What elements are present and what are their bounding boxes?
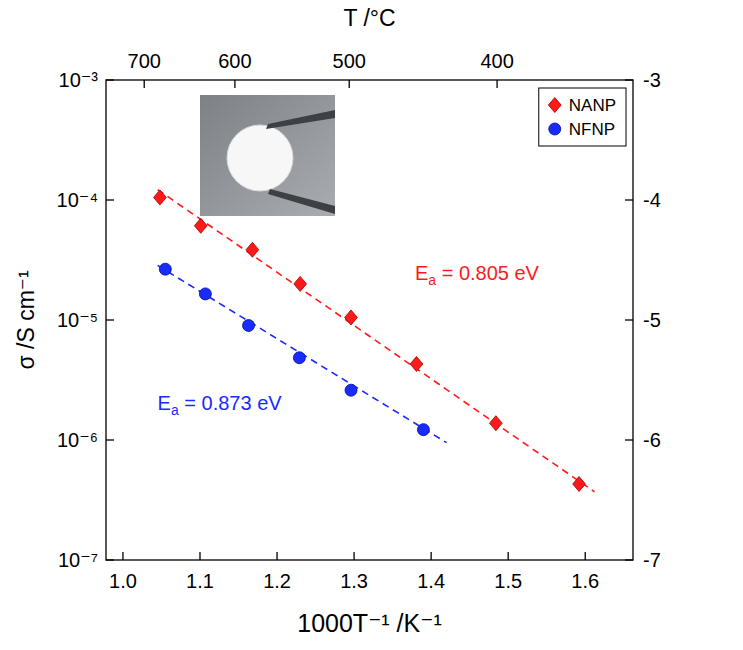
- y-tick-label: 10⁻⁴: [57, 189, 98, 211]
- x2-tick-label: 400: [480, 50, 513, 72]
- legend-marker: [548, 98, 561, 113]
- y2-tick: [625, 199, 633, 200]
- y2-tick-label: -4: [643, 189, 661, 211]
- data-point: [489, 416, 502, 431]
- y2-tick: [625, 559, 633, 560]
- annotation: Ea = 0.805 eV: [415, 262, 540, 288]
- y-tick-label: 10⁻⁷: [58, 549, 98, 571]
- tweezer-arm: [268, 189, 335, 214]
- legend-label: NFNP: [569, 120, 615, 139]
- x-tick-label: 1.5: [494, 570, 522, 592]
- data-point: [417, 424, 429, 436]
- y2-tick: [625, 79, 633, 80]
- x-tick: [353, 552, 354, 560]
- x-tick: [430, 552, 431, 560]
- annotation: Ea = 0.873 eV: [158, 392, 283, 418]
- y-tick: [106, 79, 114, 80]
- pellet: [227, 125, 293, 191]
- x-tick-label: 1.4: [417, 570, 445, 592]
- x2-tick: [234, 80, 235, 88]
- y-tick: [106, 319, 114, 320]
- x-tick: [122, 552, 123, 560]
- plot-area: [154, 190, 595, 492]
- data-point: [159, 263, 171, 275]
- x-axis-title: 1000T⁻¹ /K⁻¹: [297, 609, 442, 637]
- legend-marker: [549, 123, 561, 135]
- legend: NANP NFNP: [539, 88, 626, 146]
- y-tick-label: 10⁻³: [59, 69, 99, 91]
- data-point: [194, 218, 207, 233]
- y2-tick-label: -3: [643, 69, 661, 91]
- legend-label: NANP: [569, 96, 616, 115]
- data-point: [246, 242, 259, 257]
- data-point: [345, 310, 358, 325]
- x-tick-label: 1.2: [263, 570, 291, 592]
- x-tick-label: 1.3: [340, 570, 368, 592]
- y-tick: [106, 439, 114, 440]
- y2-tick-label: -5: [643, 309, 661, 331]
- fit-line: [158, 190, 595, 492]
- data-point: [243, 319, 255, 331]
- x-tick: [508, 552, 509, 560]
- data-point: [573, 476, 586, 491]
- photo-background: [200, 95, 335, 216]
- chart: 1.0 1.1 1.2 1.3 1.4 1.5 1.6 700 600 500 400 10⁻⁷ 10⁻…: [0, 0, 743, 650]
- x2-tick: [496, 80, 497, 88]
- x2-tick: [144, 80, 145, 88]
- data-point: [154, 190, 167, 205]
- y-tick: [106, 559, 114, 560]
- x-tick: [585, 552, 586, 560]
- x2-tick-label: 500: [333, 50, 366, 72]
- data-point: [199, 288, 211, 300]
- legend-box: [539, 88, 626, 146]
- inset-photo: [200, 95, 335, 216]
- data-point: [410, 356, 423, 371]
- data-point: [294, 276, 307, 291]
- x-tick-label: 1.6: [571, 570, 599, 592]
- y-axis-title: σ /S cm⁻¹: [13, 270, 39, 370]
- y-tick-label: 10⁻⁶: [57, 429, 98, 451]
- y-tick-label: 10⁻⁵: [57, 309, 98, 331]
- x2-tick: [349, 80, 350, 88]
- y2-tick: [625, 319, 633, 320]
- x2-tick-label: 700: [128, 50, 161, 72]
- x-tick-label: 1.1: [186, 570, 214, 592]
- data-point: [293, 352, 305, 364]
- data-point: [345, 384, 357, 396]
- y2-tick-label: -7: [643, 549, 661, 571]
- y2-tick: [625, 439, 633, 440]
- x-tick-label: 1.0: [109, 570, 137, 592]
- fit-line: [158, 265, 447, 442]
- x2-tick-label: 600: [218, 50, 251, 72]
- y2-tick-label: -6: [643, 429, 661, 451]
- x-tick: [199, 552, 200, 560]
- plot-frame: [106, 80, 633, 560]
- tweezer-arm: [266, 110, 335, 129]
- x2-axis-title: T /°C: [343, 5, 395, 31]
- y-tick: [106, 199, 114, 200]
- x-tick: [276, 552, 277, 560]
